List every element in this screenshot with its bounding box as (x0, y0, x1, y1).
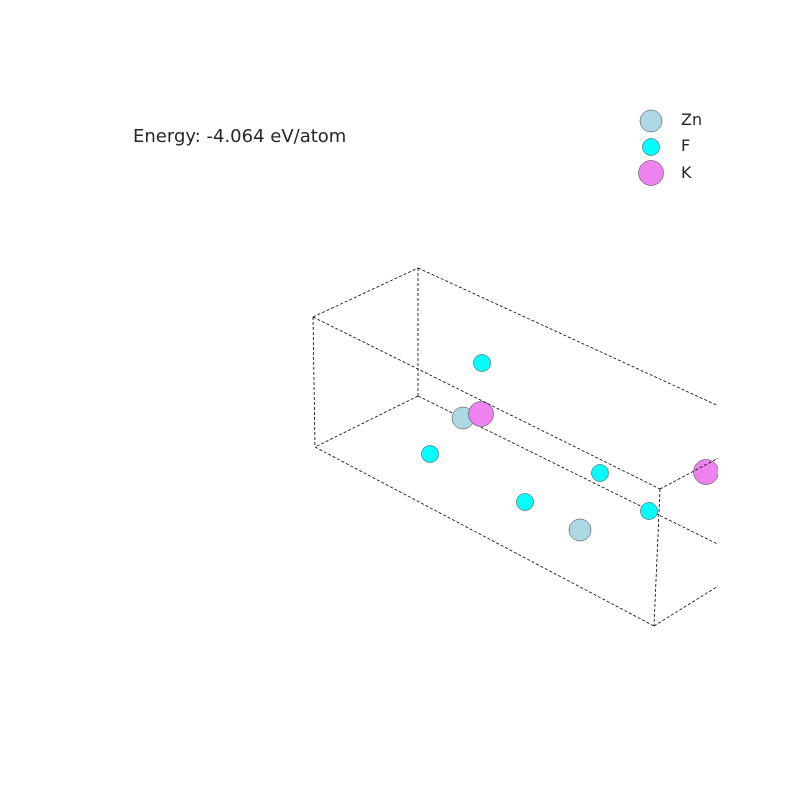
cell-edge (312, 316, 661, 490)
unit-cell-front-edges (312, 316, 718, 627)
atoms (421, 354, 718, 542)
unit-cell-structure (312, 267, 718, 627)
cell-edge (314, 446, 655, 627)
legend: Zn F K (638, 109, 702, 186)
atom-f (591, 464, 609, 482)
cell-edge (417, 395, 718, 545)
cell-edge (653, 488, 661, 627)
legend-marker-k (638, 160, 664, 186)
cell-edge (312, 267, 419, 318)
atom-f (421, 445, 439, 463)
cell-edge (312, 316, 316, 448)
legend-entry-k: K (638, 160, 692, 186)
atom-k (693, 459, 718, 485)
legend-entry-zn: Zn (639, 109, 702, 133)
legend-entry-f: F (642, 136, 690, 156)
legend-label-zn: Zn (681, 110, 702, 129)
cell-edge (417, 267, 718, 407)
atom-zn (568, 518, 592, 542)
atom-f (640, 502, 658, 520)
legend-label-f: F (681, 136, 690, 155)
legend-marker-f (642, 138, 660, 156)
cell-edge (653, 585, 718, 627)
energy-label: Energy: -4.064 eV/atom (133, 126, 346, 147)
atom-f (516, 493, 534, 511)
cell-edge (659, 457, 718, 490)
atom-k (468, 401, 494, 427)
legend-label-k: K (681, 163, 692, 182)
cell-edge (314, 395, 419, 448)
atom-f (473, 354, 491, 372)
legend-marker-zn (639, 109, 663, 133)
unit-cell-back-edges (312, 267, 718, 545)
